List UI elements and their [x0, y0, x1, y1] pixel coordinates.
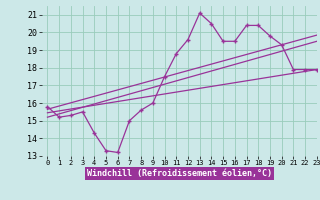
X-axis label: Windchill (Refroidissement éolien,°C): Windchill (Refroidissement éolien,°C): [87, 169, 272, 178]
